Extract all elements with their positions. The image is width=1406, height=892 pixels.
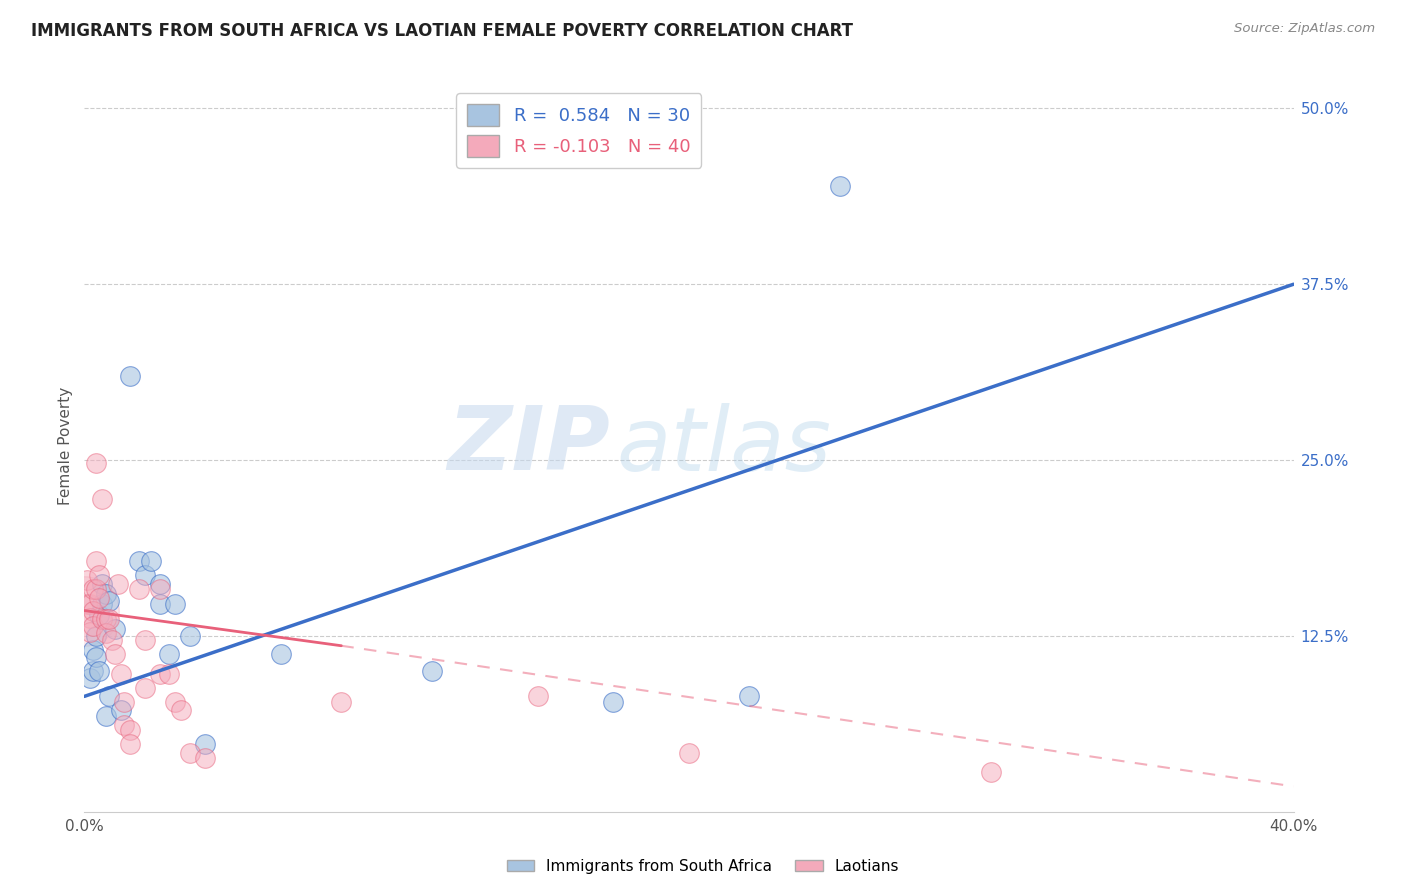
Point xyxy=(170,703,193,717)
Point xyxy=(330,695,353,709)
Point xyxy=(149,582,172,597)
Text: IMMIGRANTS FROM SOUTH AFRICA VS LAOTIAN FEMALE POVERTY CORRELATION CHART: IMMIGRANTS FROM SOUTH AFRICA VS LAOTIAN … xyxy=(31,22,853,40)
Point xyxy=(97,612,120,626)
Point xyxy=(830,178,852,193)
Point xyxy=(112,695,135,709)
Point xyxy=(82,604,104,618)
Point xyxy=(79,610,101,624)
Point xyxy=(157,647,180,661)
Point xyxy=(165,695,187,709)
Point xyxy=(82,643,104,657)
Point xyxy=(86,456,108,470)
Point xyxy=(89,591,111,605)
Point xyxy=(104,647,127,661)
Point xyxy=(270,647,292,661)
Point xyxy=(107,577,129,591)
Point xyxy=(97,690,120,704)
Point xyxy=(91,577,114,591)
Point xyxy=(112,717,135,731)
Legend: R =  0.584   N = 30, R = -0.103   N = 40: R = 0.584 N = 30, R = -0.103 N = 40 xyxy=(456,93,702,168)
Point xyxy=(128,554,150,568)
Point xyxy=(91,597,114,611)
Point xyxy=(79,597,101,611)
Point xyxy=(76,573,98,587)
Point xyxy=(149,577,172,591)
Point xyxy=(110,703,132,717)
Point xyxy=(94,612,117,626)
Point xyxy=(91,612,114,626)
Point xyxy=(82,582,104,597)
Point xyxy=(100,633,122,648)
Point xyxy=(118,368,141,383)
Point xyxy=(110,666,132,681)
Point xyxy=(128,582,150,597)
Y-axis label: Female Poverty: Female Poverty xyxy=(58,387,73,505)
Point xyxy=(139,554,162,568)
Point xyxy=(104,622,127,636)
Point xyxy=(94,587,117,601)
Point xyxy=(89,568,111,582)
Point xyxy=(420,664,443,678)
Point xyxy=(602,695,624,709)
Point xyxy=(118,737,141,751)
Text: ZIP: ZIP xyxy=(447,402,610,490)
Point xyxy=(179,629,201,643)
Point xyxy=(73,604,96,618)
Point xyxy=(179,746,201,760)
Point xyxy=(980,765,1002,780)
Point xyxy=(149,666,172,681)
Point xyxy=(89,607,111,622)
Point xyxy=(76,597,98,611)
Point xyxy=(738,690,761,704)
Point xyxy=(97,593,120,607)
Point xyxy=(94,709,117,723)
Point xyxy=(134,681,156,695)
Point xyxy=(86,650,108,665)
Text: Source: ZipAtlas.com: Source: ZipAtlas.com xyxy=(1234,22,1375,36)
Point xyxy=(89,664,111,678)
Point xyxy=(134,633,156,648)
Point xyxy=(165,597,187,611)
Point xyxy=(149,597,172,611)
Point xyxy=(79,624,101,639)
Point xyxy=(118,723,141,738)
Point xyxy=(134,568,156,582)
Point xyxy=(91,492,114,507)
Point xyxy=(194,751,217,765)
Point xyxy=(82,664,104,678)
Point xyxy=(86,582,108,597)
Point xyxy=(82,619,104,633)
Point xyxy=(527,690,550,704)
Point xyxy=(86,554,108,568)
Point xyxy=(86,629,108,643)
Legend: Immigrants from South Africa, Laotians: Immigrants from South Africa, Laotians xyxy=(501,853,905,880)
Point xyxy=(678,746,700,760)
Point xyxy=(157,666,180,681)
Point xyxy=(94,626,117,640)
Point xyxy=(194,737,217,751)
Point xyxy=(79,671,101,685)
Text: atlas: atlas xyxy=(616,403,831,489)
